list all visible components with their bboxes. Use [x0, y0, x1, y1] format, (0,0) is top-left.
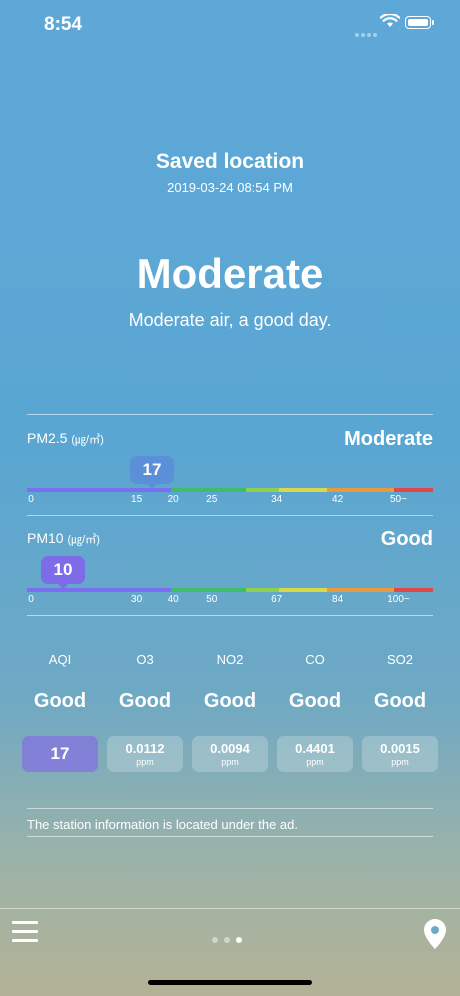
pm25-unit: (㎍/㎥) — [71, 434, 104, 446]
scale-segment — [278, 588, 328, 592]
scale-segment — [394, 588, 433, 592]
cellular-signal-icon — [355, 24, 379, 42]
pm25-grade: Moderate — [344, 428, 433, 450]
scale-tick-label: 84 — [332, 594, 344, 605]
pm10-scale-bar — [27, 588, 433, 592]
pm10-label: PM10 (㎍/㎥) — [27, 530, 100, 547]
scale-segment — [394, 488, 433, 492]
pm25-value-bubble: 17 — [130, 456, 174, 489]
overall-message: Moderate air, a good day. — [128, 310, 332, 330]
divider — [27, 808, 433, 809]
pm10-unit: (㎍/㎥) — [67, 534, 100, 546]
pollutant-value: 0.4401 — [295, 741, 335, 756]
pollutant-value: 0.0112 — [125, 741, 165, 756]
pollutant-unit: ppm — [391, 757, 409, 767]
pollutant-grade: Good — [33, 690, 87, 712]
scale-tick-label: 50 — [206, 594, 218, 605]
pollutant-grade: Good — [203, 690, 257, 712]
divider — [27, 615, 433, 616]
scale-tick-label: 42 — [332, 494, 344, 505]
pollutant-unit: ppm — [306, 757, 324, 767]
pollutant-value-box: 0.0094 ppm — [192, 736, 268, 772]
scale-tick-label: 0 — [28, 494, 34, 505]
scale-segment — [27, 488, 172, 492]
page-dot[interactable] — [212, 937, 218, 943]
pollutant-value: 17 — [50, 744, 70, 763]
divider — [27, 836, 433, 837]
location-title: Saved location — [155, 150, 305, 173]
pollutant-grade: Good — [373, 690, 427, 712]
scale-segment — [27, 588, 172, 592]
page-dot[interactable] — [224, 937, 230, 943]
pm25-name: PM2.5 — [27, 430, 68, 446]
scale-tick-label: 100~ — [387, 594, 410, 605]
scale-segment — [246, 488, 279, 492]
pollutant-value: 0.0015 — [380, 741, 420, 756]
scale-tick-label: 25 — [206, 494, 218, 505]
scale-tick-label: 30 — [131, 594, 143, 605]
status-time: 8:54 — [44, 14, 83, 35]
scale-segment — [246, 588, 279, 592]
pollutant-value: 0.0094 — [210, 741, 250, 756]
scale-segment — [278, 488, 328, 492]
pollutant-value-box: 0.4401 ppm — [277, 736, 353, 772]
pollutant-name: AQI — [48, 652, 72, 667]
pollutant-name: SO2 — [386, 652, 413, 667]
scale-tick-label: 0 — [28, 594, 34, 605]
page-dot[interactable] — [236, 937, 242, 943]
scale-segment — [327, 488, 395, 492]
status-bar: 8:54 — [0, 0, 460, 50]
scale-tick-label: 34 — [271, 494, 283, 505]
aqi-value-box: 17 — [22, 736, 98, 772]
pm25-scale-bar — [27, 488, 433, 492]
page-indicator[interactable] — [212, 930, 248, 948]
pm25-label: PM2.5 (㎍/㎥) — [27, 430, 104, 447]
scale-tick-label: 15 — [131, 494, 143, 505]
pollutant-name: NO2 — [216, 652, 244, 667]
station-note: The station information is located under… — [27, 817, 298, 832]
location-pin-icon[interactable] — [424, 919, 446, 949]
scale-segment — [171, 588, 247, 592]
pollutant-value-box: 0.0112 ppm — [107, 736, 183, 772]
divider — [27, 515, 433, 516]
pollutant-name: CO — [305, 652, 325, 667]
pollutant-value-box: 0.0015 ppm — [362, 736, 438, 772]
overall-grade: Moderate — [136, 250, 324, 297]
pollutant-name: O3 — [136, 652, 154, 667]
pollutant-unit: ppm — [136, 757, 154, 767]
home-indicator[interactable] — [148, 980, 312, 985]
pm10-name: PM10 — [27, 530, 64, 546]
divider — [27, 414, 433, 415]
scale-tick-label: 50~ — [390, 494, 407, 505]
scale-tick-label: 67 — [271, 594, 283, 605]
scale-segment — [327, 588, 395, 592]
hamburger-menu-icon[interactable] — [12, 921, 38, 945]
pm25-scale-ticks: 0 15 20 25 34 42 50~ — [27, 494, 433, 508]
pm10-grade: Good — [380, 528, 433, 550]
pollutant-grade: Good — [118, 690, 172, 712]
scale-tick-label: 20 — [167, 494, 179, 505]
scale-tick-label: 40 — [167, 594, 179, 605]
pm10-value-bubble: 10 — [41, 556, 85, 589]
battery-icon — [405, 16, 434, 29]
wifi-icon — [380, 14, 400, 27]
measurement-datetime: 2019-03-24 08:54 PM — [167, 180, 293, 195]
pm10-scale-ticks: 0 30 40 50 67 84 100~ — [27, 594, 433, 608]
scale-segment — [171, 488, 247, 492]
pollutant-unit: ppm — [221, 757, 239, 767]
pollutant-grade: Good — [288, 690, 342, 712]
toolbar-divider — [0, 908, 460, 909]
